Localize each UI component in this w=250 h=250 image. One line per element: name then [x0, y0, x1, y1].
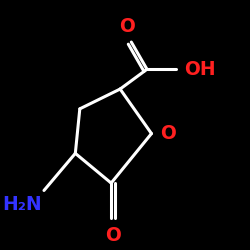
Text: O: O: [119, 17, 135, 36]
Text: H₂N: H₂N: [2, 196, 42, 214]
Text: O: O: [160, 124, 176, 143]
Text: OH: OH: [184, 60, 216, 79]
Text: O: O: [106, 226, 121, 245]
